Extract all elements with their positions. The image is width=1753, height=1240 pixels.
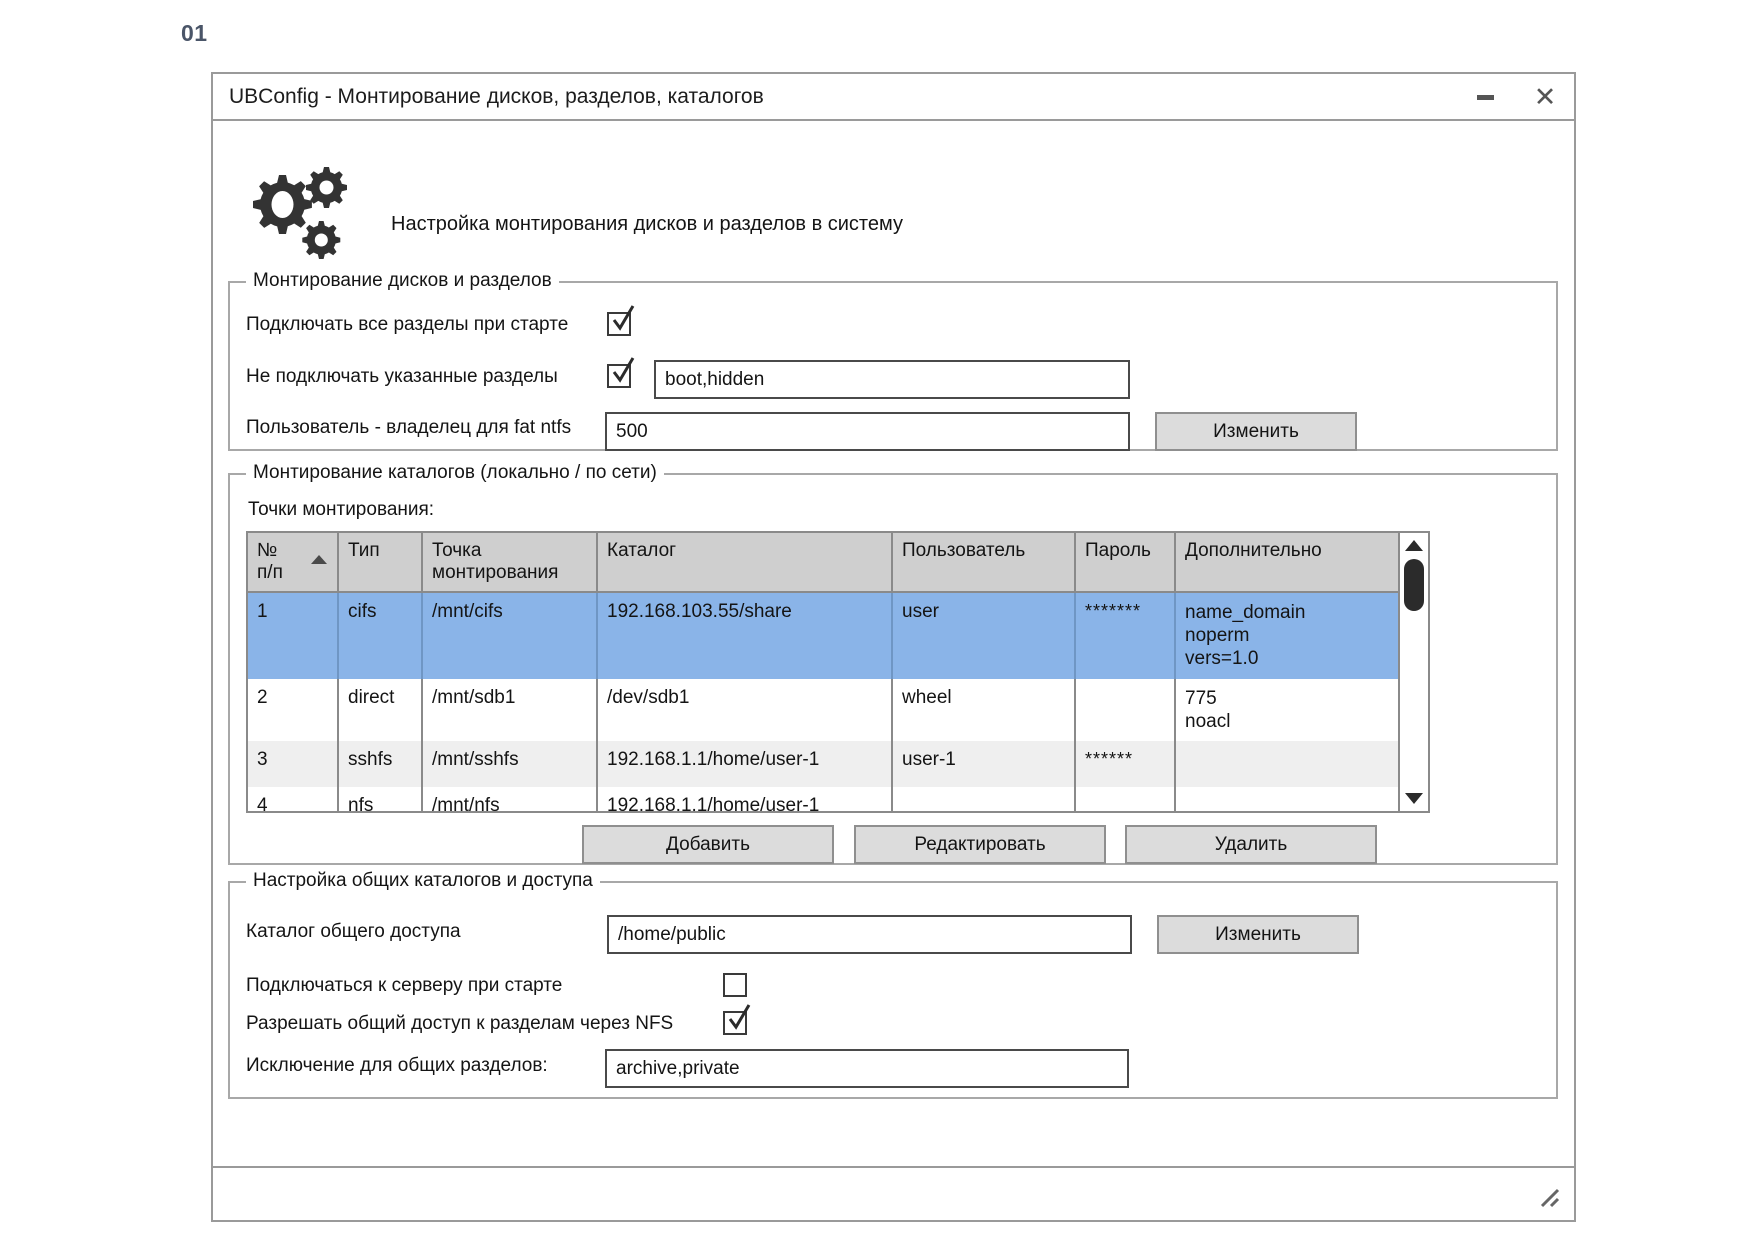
- cell-number: 4: [248, 786, 339, 811]
- cell-user: user: [892, 592, 1076, 679]
- mount-all-checkbox[interactable]: [607, 305, 635, 336]
- cell-password: [1075, 678, 1176, 741]
- cell-catalog: 192.168.1.1/home/user-1: [597, 740, 893, 787]
- disks-group-title: Монтирование дисков и разделов: [246, 270, 559, 292]
- cell-mountpoint: /mnt/cifs: [422, 592, 598, 679]
- close-button[interactable]: ✕: [1530, 83, 1560, 113]
- window-client-area: Настройка монтирования дисков и разделов…: [213, 121, 1574, 1220]
- cell-catalog: /dev/sdb1: [597, 678, 893, 741]
- cell-extra: name_domain noperm vers=1.0: [1175, 592, 1398, 679]
- mount-points-caption: Точки монтирования:: [248, 499, 435, 520]
- sort-ascending-icon: [311, 555, 327, 564]
- cell-user: user-1: [892, 740, 1076, 787]
- fat-ntfs-owner-input[interactable]: [605, 412, 1130, 451]
- mount-all-label: Подключать все разделы при старте: [246, 314, 569, 335]
- cell-extra: [1175, 740, 1398, 787]
- mount-points-table[interactable]: № п/п Тип Точка монтирования Каталог Пол…: [246, 531, 1400, 813]
- cell-type: sshfs: [338, 740, 423, 787]
- window-titlebar: UBConfig - Монтирование дисков, разделов…: [213, 74, 1574, 121]
- cell-catalog: 192.168.103.55/share: [597, 592, 893, 679]
- header-caption: Настройка монтирования дисков и разделов…: [391, 213, 903, 235]
- table-vertical-scrollbar[interactable]: [1400, 531, 1430, 813]
- scrollbar-thumb[interactable]: [1404, 559, 1424, 611]
- window-statusbar: [213, 1166, 1574, 1220]
- checkmark-icon: [612, 305, 635, 331]
- cell-catalog: 192.168.1.1/home/user-1: [597, 786, 893, 811]
- exception-label: Исключение для общих разделов:: [246, 1055, 548, 1076]
- connect-at-start-checkbox[interactable]: [723, 973, 747, 997]
- cell-password: [1075, 786, 1176, 811]
- checkmark-icon: [728, 1004, 751, 1030]
- cell-type: nfs: [338, 786, 423, 811]
- exclude-partitions-checkbox[interactable]: [607, 357, 635, 388]
- table-row[interactable]: 2 direct /mnt/sdb1 /dev/sdb1 wheel 775 n…: [248, 678, 1398, 741]
- table-row[interactable]: 1 cifs /mnt/cifs 192.168.103.55/share us…: [248, 592, 1398, 679]
- cell-mountpoint: /mnt/nfs: [422, 786, 598, 811]
- nfs-share-checkbox[interactable]: [723, 1004, 751, 1035]
- ubconfig-window: UBConfig - Монтирование дисков, разделов…: [211, 72, 1576, 1222]
- cell-password: ******: [1075, 740, 1176, 787]
- table-header-row: № п/п Тип Точка монтирования Каталог Пол…: [248, 533, 1398, 593]
- page-number-label: 01: [181, 20, 208, 46]
- exclude-partitions-input[interactable]: [654, 360, 1130, 399]
- col-header-mountpoint[interactable]: Точка монтирования: [422, 533, 598, 593]
- gears-icon: [238, 159, 350, 263]
- col-header-user[interactable]: Пользователь: [892, 533, 1076, 593]
- col-header-type[interactable]: Тип: [338, 533, 423, 593]
- cell-user: wheel: [892, 678, 1076, 741]
- close-icon: ✕: [1533, 82, 1557, 112]
- delete-button[interactable]: Удалить: [1125, 825, 1377, 864]
- exception-input[interactable]: [605, 1049, 1129, 1088]
- cell-password: *******: [1075, 592, 1176, 679]
- public-dir-label: Каталог общего доступа: [246, 921, 461, 942]
- sharing-change-button[interactable]: Изменить: [1157, 915, 1359, 954]
- directories-group: Монтирование каталогов (локально / по се…: [228, 462, 1558, 865]
- scroll-up-arrow-icon[interactable]: [1405, 540, 1423, 551]
- cell-extra: 775 noacl: [1185, 687, 1231, 732]
- cell-mountpoint: /mnt/sdb1: [422, 678, 598, 741]
- header-band: Настройка монтирования дисков и разделов…: [213, 121, 1574, 259]
- resize-grip-icon[interactable]: [1534, 1182, 1564, 1212]
- nfs-share-label: Разрешать общий доступ к разделам через …: [246, 1013, 674, 1034]
- table-row[interactable]: 4 nfs /mnt/nfs 192.168.1.1/home/user-1: [248, 786, 1398, 811]
- cell-user: [892, 786, 1076, 811]
- col-header-extra[interactable]: Дополнительно: [1175, 533, 1398, 593]
- window-title: UBConfig - Монтирование дисков, разделов…: [229, 85, 764, 108]
- cell-number: 2: [248, 678, 339, 741]
- edit-button[interactable]: Редактировать: [854, 825, 1106, 864]
- fat-ntfs-owner-label: Пользователь - владелец для fat ntfs: [246, 417, 572, 438]
- cell-number: 3: [248, 740, 339, 787]
- col-header-password[interactable]: Пароль: [1075, 533, 1176, 593]
- directories-group-title: Монтирование каталогов (локально / по се…: [246, 462, 664, 484]
- col-header-number[interactable]: № п/п: [248, 533, 339, 593]
- minimize-icon: [1476, 95, 1494, 100]
- cell-extra: [1175, 787, 1398, 811]
- cell-type: direct: [338, 678, 423, 741]
- connect-at-start-label: Подключаться к серверу при старте: [246, 975, 563, 996]
- disks-change-button[interactable]: Изменить: [1155, 412, 1357, 451]
- minimize-button[interactable]: [1470, 83, 1500, 113]
- cell-mountpoint: /mnt/sshfs: [422, 740, 598, 787]
- mount-points-grid: № п/п Тип Точка монтирования Каталог Пол…: [248, 533, 1398, 811]
- disks-group: Монтирование дисков и разделов Подключат…: [228, 270, 1558, 451]
- checkmark-icon: [612, 357, 635, 383]
- sharing-group-title: Настройка общих каталогов и доступа: [246, 870, 600, 892]
- add-button[interactable]: Добавить: [582, 825, 834, 864]
- window-controls: ✕: [1470, 74, 1560, 121]
- exclude-partitions-label: Не подключать указанные разделы: [246, 366, 558, 387]
- cell-number: 1: [248, 592, 339, 679]
- table-row[interactable]: 3 sshfs /mnt/sshfs 192.168.1.1/home/user…: [248, 740, 1398, 787]
- col-header-catalog[interactable]: Каталог: [597, 533, 893, 593]
- cell-type: cifs: [338, 592, 423, 679]
- sharing-group: Настройка общих каталогов и доступа Ката…: [228, 870, 1558, 1099]
- scroll-down-arrow-icon[interactable]: [1405, 793, 1423, 804]
- public-dir-input[interactable]: [607, 915, 1132, 954]
